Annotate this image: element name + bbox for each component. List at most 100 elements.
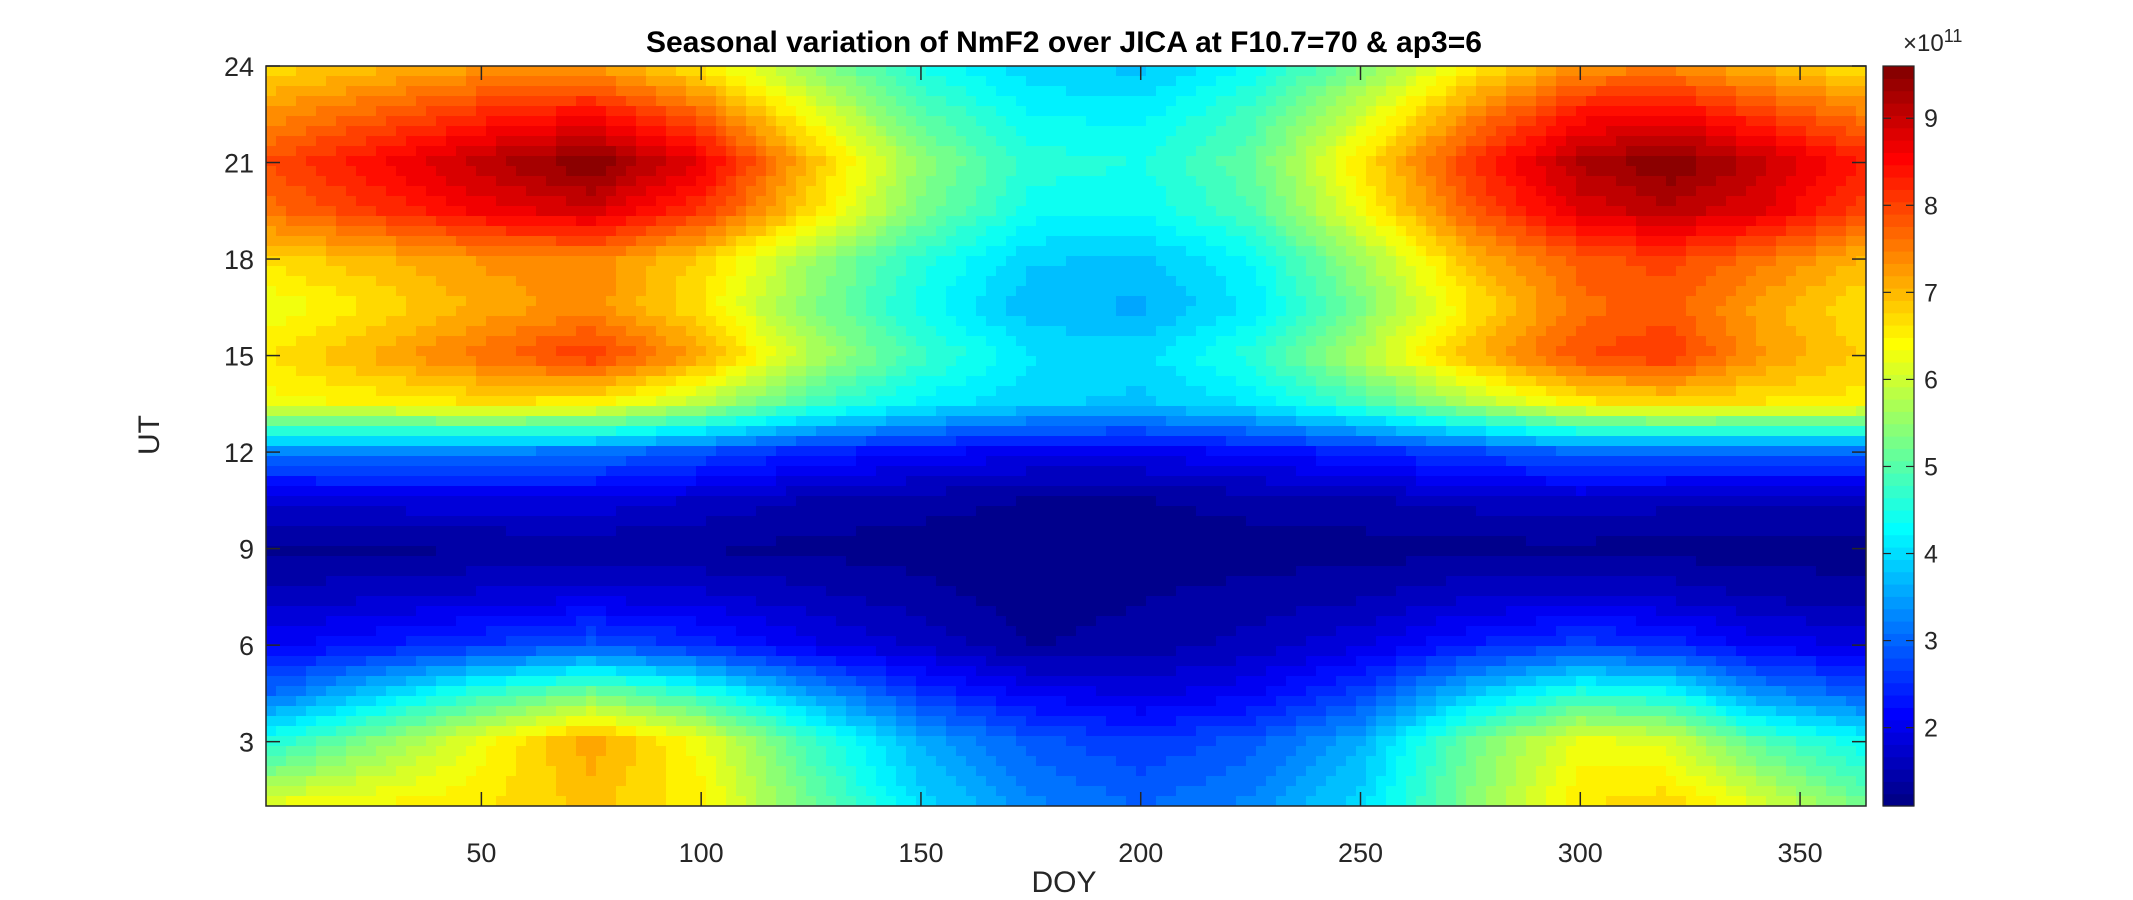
contour-cell — [846, 276, 857, 287]
contour-cell — [1346, 296, 1357, 307]
contour-cell — [526, 106, 537, 117]
contour-cell — [1216, 306, 1227, 317]
contour-cell — [396, 146, 407, 157]
contour-cell — [306, 266, 317, 277]
contour-cell — [296, 206, 307, 217]
contour-cell — [1426, 216, 1437, 227]
contour-cell — [1666, 276, 1677, 287]
contour-cell — [1576, 76, 1587, 87]
contour-cell — [596, 276, 607, 287]
contour-cell — [806, 66, 817, 77]
contour-cell — [1006, 236, 1017, 247]
contour-cell — [1226, 326, 1237, 337]
contour-cell — [656, 296, 667, 307]
contour-cell — [1416, 246, 1427, 257]
contour-cell — [1336, 276, 1347, 287]
contour-cell — [836, 166, 847, 177]
contour-cell — [746, 266, 757, 277]
contour-cell — [1036, 226, 1047, 237]
contour-cell — [366, 276, 377, 287]
contour-cell — [306, 326, 317, 337]
contour-cell — [1426, 346, 1437, 357]
contour-cell — [1606, 66, 1617, 77]
contour-cell — [1256, 206, 1267, 217]
contour-cell — [1276, 236, 1287, 247]
contour-cell — [406, 346, 417, 357]
contour-cell — [1416, 106, 1427, 117]
contour-cell — [1136, 176, 1147, 187]
contour-cell — [1646, 86, 1657, 97]
contour-cell — [1656, 256, 1667, 267]
contour-cell — [656, 206, 667, 217]
contour-cell — [516, 126, 527, 137]
contour-cell — [1316, 366, 1327, 377]
contour-cell — [346, 76, 357, 87]
contour-cell — [746, 256, 757, 267]
contour-cell — [456, 126, 467, 137]
contour-cell — [1396, 76, 1407, 87]
contour-cell — [666, 346, 677, 357]
contour-cell — [1746, 256, 1757, 267]
contour-cell — [1376, 366, 1387, 377]
contour-cell — [1336, 316, 1347, 327]
contour-cell — [446, 76, 457, 87]
contour-cell — [1486, 196, 1497, 207]
contour-cell — [1326, 236, 1337, 247]
contour-cell — [1506, 296, 1517, 307]
contour-cell — [916, 256, 927, 267]
contour-cell — [1216, 296, 1227, 307]
contour-cell — [1696, 306, 1707, 317]
contour-cell — [1406, 296, 1417, 307]
contour-cell — [436, 216, 447, 227]
contour-cell — [1036, 236, 1047, 247]
contour-cell — [776, 96, 787, 107]
contour-cell — [1196, 176, 1207, 187]
contour-cell — [526, 256, 537, 267]
contour-cell — [1096, 106, 1107, 117]
contour-cell — [916, 306, 927, 317]
contour-cell — [616, 86, 627, 97]
contour-cell — [716, 236, 727, 247]
contour-cell — [446, 376, 457, 387]
contour-cell — [286, 66, 297, 77]
contour-cell — [1236, 66, 1247, 77]
contour-cell — [286, 296, 297, 307]
contour-cell — [786, 176, 797, 187]
contour-cell — [1476, 76, 1487, 87]
contour-cell — [336, 166, 347, 177]
contour-cell — [1796, 66, 1807, 77]
contour-cell — [756, 186, 767, 197]
contour-cell — [1156, 296, 1167, 307]
contour-cell — [1526, 176, 1537, 187]
contour-cell — [1256, 176, 1267, 187]
contour-cell — [1846, 306, 1857, 317]
contour-cell — [1676, 326, 1687, 337]
contour-cell — [296, 306, 307, 317]
contour-cell — [606, 126, 617, 137]
contour-cell — [1436, 326, 1447, 337]
contour-cell — [936, 226, 947, 237]
contour-cell — [1296, 136, 1307, 147]
contour-cell — [506, 206, 517, 217]
contour-cell — [1326, 166, 1337, 177]
contour-cell — [1046, 146, 1057, 157]
contour-cell — [1686, 176, 1697, 187]
contour-cell — [596, 316, 607, 327]
contour-cell — [756, 336, 767, 347]
contour-cell — [1176, 256, 1187, 267]
contour-cell — [856, 366, 867, 377]
contour-cell — [1416, 306, 1427, 317]
contour-cell — [1686, 196, 1697, 207]
contour-cell — [426, 376, 437, 387]
contour-cell — [1066, 306, 1077, 317]
contour-cell — [1736, 146, 1747, 157]
contour-cell — [1586, 176, 1597, 187]
contour-cell — [1526, 86, 1537, 97]
contour-cell — [1646, 296, 1657, 307]
contour-cell — [686, 206, 697, 217]
contour-cell — [1116, 86, 1127, 97]
contour-cell — [816, 86, 827, 97]
contour-cell — [556, 286, 567, 297]
contour-cell — [1346, 336, 1357, 347]
contour-cell — [276, 356, 287, 367]
